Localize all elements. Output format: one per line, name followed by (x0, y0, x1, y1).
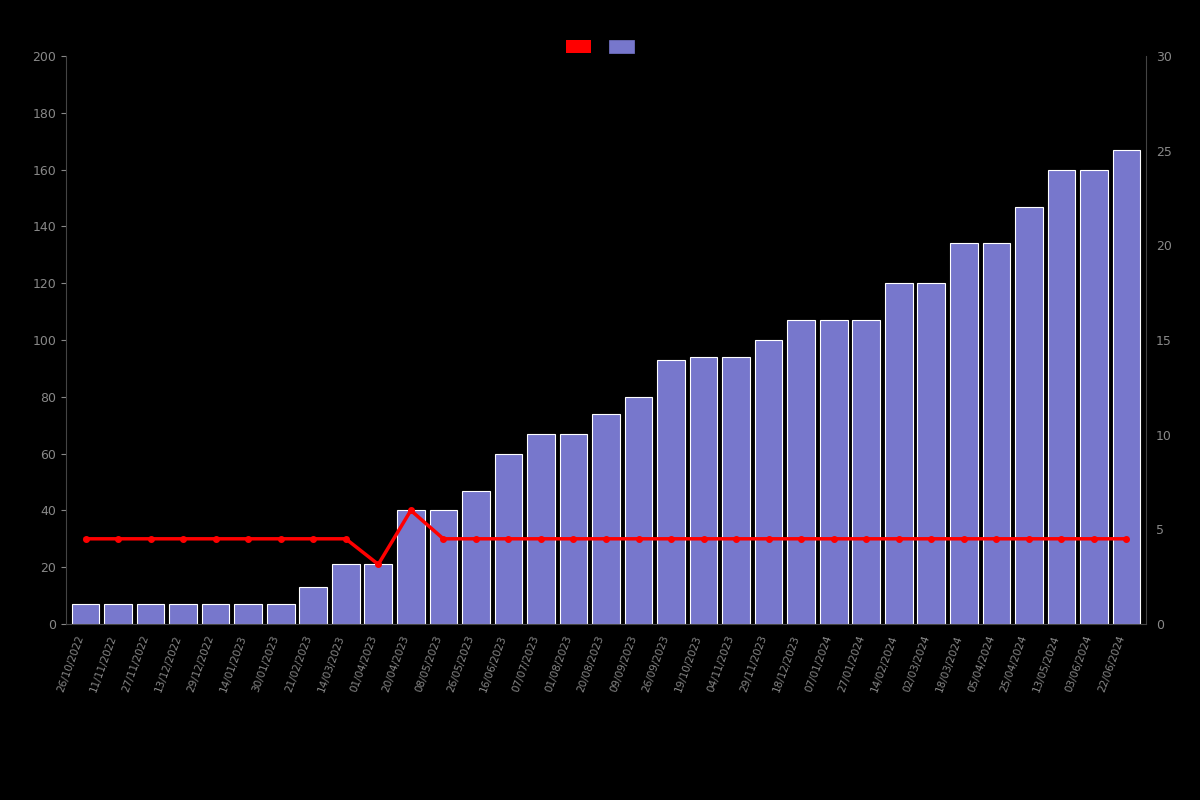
Bar (884, 283, 912, 624)
Bar (234, 604, 262, 624)
Bar (625, 397, 653, 624)
Bar (104, 604, 132, 624)
Bar (202, 604, 229, 624)
Bar (365, 564, 392, 624)
Bar (690, 357, 718, 624)
Legend: , : , (566, 40, 646, 54)
Bar (527, 434, 554, 624)
Bar (1112, 150, 1140, 624)
Bar (787, 320, 815, 624)
Bar (169, 604, 197, 624)
Bar (300, 587, 328, 624)
Bar (658, 360, 685, 624)
Bar (852, 320, 880, 624)
Bar (592, 414, 620, 624)
Bar (1015, 206, 1043, 624)
Bar (559, 434, 587, 624)
Bar (72, 604, 100, 624)
Bar (1048, 170, 1075, 624)
Bar (494, 454, 522, 624)
Bar (397, 510, 425, 624)
Bar (755, 340, 782, 624)
Bar (332, 564, 360, 624)
Bar (950, 243, 978, 624)
Bar (1080, 170, 1108, 624)
Bar (266, 604, 294, 624)
Bar (918, 283, 946, 624)
Bar (137, 604, 164, 624)
Bar (462, 490, 490, 624)
Bar (430, 510, 457, 624)
Bar (983, 243, 1010, 624)
Bar (722, 357, 750, 624)
Bar (820, 320, 847, 624)
